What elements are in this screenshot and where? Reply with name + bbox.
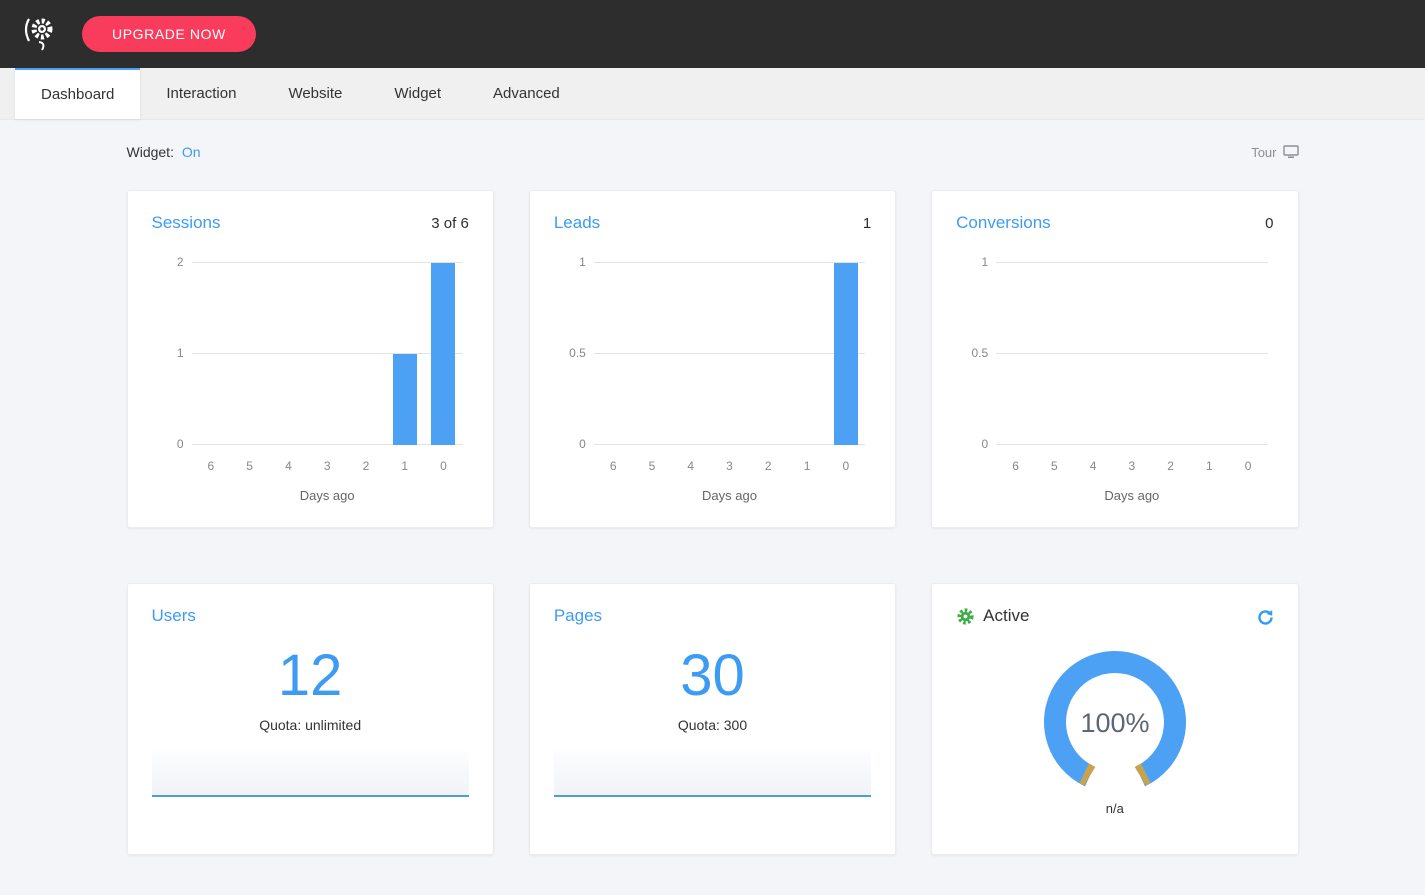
active-gauge: 100% n/a bbox=[956, 634, 1273, 816]
pages-quota: Quota: 300 bbox=[677, 717, 748, 733]
gridline: 0 bbox=[579, 437, 866, 451]
gridline: 1 bbox=[981, 255, 1268, 269]
gauge-value: 100% bbox=[1080, 708, 1149, 738]
main-content: Widget: On Tour Sessions 3 of 6 bbox=[126, 120, 1299, 855]
x-tick-label: 1 bbox=[401, 459, 409, 473]
gridline: 2 bbox=[177, 255, 463, 269]
gridline: 0.5 bbox=[971, 346, 1268, 360]
app-logo[interactable] bbox=[16, 11, 62, 57]
y-tick-label: 1 bbox=[176, 346, 184, 360]
x-tick-label: 3 bbox=[726, 459, 733, 473]
x-tick-label: 5 bbox=[1050, 459, 1058, 473]
gear-icon bbox=[956, 607, 975, 626]
gridline: 1 bbox=[177, 346, 463, 360]
top-bar: UPGRADE NOW bbox=[0, 0, 1425, 68]
tab-interaction[interactable]: Interaction bbox=[166, 85, 237, 102]
gridline: 0 bbox=[981, 437, 1268, 451]
x-axis-title: Days ago bbox=[702, 488, 757, 503]
y-tick-label: 2 bbox=[176, 255, 184, 269]
x-tick-label: 2 bbox=[764, 459, 772, 473]
x-tick-label: 3 bbox=[323, 459, 331, 473]
x-tick-label: 1 bbox=[1206, 459, 1213, 473]
x-tick-label: 5 bbox=[648, 459, 656, 473]
x-tick-label: 6 bbox=[207, 459, 215, 473]
x-tick-label: 4 bbox=[1089, 459, 1097, 473]
upgrade-now-button[interactable]: UPGRADE NOW bbox=[82, 16, 256, 52]
x-tick-label: 0 bbox=[842, 459, 850, 473]
active-status-label: Active bbox=[983, 606, 1030, 625]
bar-day-0 bbox=[431, 263, 456, 445]
x-tick-label: 1 bbox=[803, 459, 811, 473]
pages-title: Pages bbox=[553, 606, 603, 625]
users-title: Users bbox=[151, 606, 196, 625]
leads-chart: 0 0.5 1 6 5 4 3 2 1 0 Days ago bbox=[554, 249, 871, 505]
sessions-card: Sessions 3 of 6 0 1 2 6 5 4 3 2 1 0 Days ago bbox=[126, 190, 494, 528]
widget-status-label: Widget: bbox=[126, 144, 174, 160]
x-tick-label: 4 bbox=[285, 459, 292, 473]
y-tick-label: 0.5 bbox=[569, 346, 586, 360]
gauge-label: n/a bbox=[1105, 801, 1124, 816]
y-tick-label: 0.5 bbox=[971, 346, 989, 360]
y-tick-label: 1 bbox=[981, 255, 989, 269]
tab-bar: Dashboard Interaction Website Widget Adv… bbox=[0, 68, 1425, 120]
tour-link[interactable]: Tour bbox=[1251, 144, 1299, 160]
conversions-card: Conversions 0 0 0.5 1 6 5 4 3 2 1 0 Days ago bbox=[931, 190, 1299, 528]
leads-title: Leads bbox=[553, 213, 601, 232]
brain-gear-icon bbox=[18, 13, 60, 55]
active-status-card: Active 100% bbox=[931, 583, 1299, 855]
users-quota: Quota: unlimited bbox=[259, 717, 362, 733]
conversions-summary: 0 bbox=[1265, 215, 1274, 232]
x-axis-title: Days ago bbox=[299, 488, 355, 503]
sessions-chart: 0 1 2 6 5 4 3 2 1 0 Days ago bbox=[152, 249, 469, 505]
pages-count: 30 bbox=[680, 643, 745, 708]
y-tick-label: 0 bbox=[176, 437, 184, 451]
sessions-summary: 3 of 6 bbox=[431, 215, 469, 232]
stats-row: Users 12 Quota: unlimited Pages 30 Quota… bbox=[126, 583, 1299, 855]
y-tick-label: 0 bbox=[981, 437, 989, 451]
gridline: 0 bbox=[177, 437, 463, 451]
x-tick-label: 0 bbox=[440, 459, 447, 473]
bar-day-1 bbox=[392, 354, 417, 445]
tab-advanced[interactable]: Advanced bbox=[493, 85, 560, 102]
x-tick-label: 2 bbox=[362, 459, 370, 473]
refresh-icon[interactable] bbox=[1257, 609, 1274, 626]
x-tick-label: 2 bbox=[1167, 459, 1174, 473]
x-tick-label: 6 bbox=[609, 459, 617, 473]
bar-day-0 bbox=[833, 263, 858, 445]
conversions-title: Conversions bbox=[956, 213, 1051, 232]
gridline: 1 bbox=[579, 255, 866, 269]
leads-summary: 1 bbox=[862, 215, 872, 232]
monitor-icon bbox=[1282, 145, 1299, 159]
widget-status: Widget: On bbox=[127, 144, 201, 160]
conversions-chart: 0 0.5 1 6 5 4 3 2 1 0 Days ago bbox=[956, 249, 1273, 505]
x-tick-label: 3 bbox=[1128, 459, 1136, 473]
users-card: Users 12 Quota: unlimited bbox=[126, 583, 494, 855]
leads-card: Leads 1 0 0.5 1 6 5 4 3 2 1 0 Days ago bbox=[528, 190, 897, 528]
pages-card: Pages 30 Quota: 300 bbox=[528, 583, 897, 855]
x-axis-title: Days ago bbox=[1104, 488, 1160, 503]
x-tick-label: 0 bbox=[1244, 459, 1252, 473]
pages-progress-bar bbox=[553, 751, 872, 797]
tab-widget[interactable]: Widget bbox=[394, 85, 442, 102]
y-tick-label: 0 bbox=[579, 437, 586, 451]
widget-status-value[interactable]: On bbox=[181, 144, 201, 160]
x-tick-label: 4 bbox=[687, 459, 695, 473]
gridline: 0.5 bbox=[569, 346, 866, 360]
tab-dashboard[interactable]: Dashboard bbox=[15, 68, 141, 119]
users-count: 12 bbox=[277, 643, 343, 708]
x-tick-label: 5 bbox=[246, 459, 253, 473]
users-progress-bar bbox=[151, 751, 469, 797]
tour-label: Tour bbox=[1251, 144, 1277, 160]
tab-website[interactable]: Website bbox=[288, 85, 343, 102]
charts-row: Sessions 3 of 6 0 1 2 6 5 4 3 2 1 0 Days ago Lea… bbox=[126, 190, 1299, 528]
sessions-title: Sessions bbox=[151, 213, 221, 232]
y-tick-label: 1 bbox=[579, 255, 586, 269]
x-tick-label: 6 bbox=[1012, 459, 1019, 473]
